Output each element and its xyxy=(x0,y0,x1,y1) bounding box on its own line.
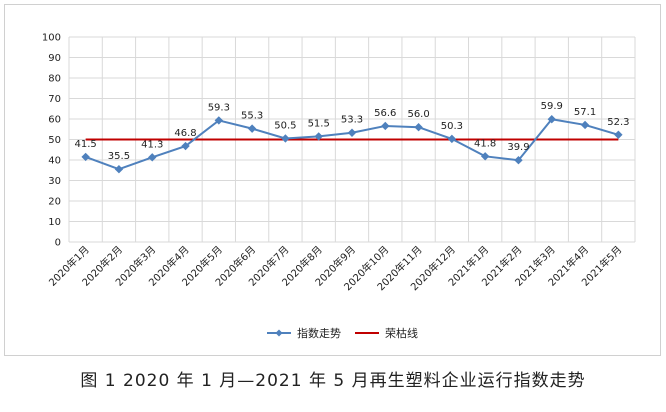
data-label: 41.8 xyxy=(474,138,496,149)
data-point xyxy=(81,152,90,162)
data-point xyxy=(480,152,490,161)
y-tick-label: 50 xyxy=(48,135,61,146)
line-chart: 01020304050607080901002020年1月2020年2月2020… xyxy=(42,33,636,340)
data-label: 41.5 xyxy=(75,139,97,150)
y-tick-label: 40 xyxy=(48,156,61,167)
data-point xyxy=(514,155,523,165)
data-point xyxy=(614,130,623,139)
y-tick-label: 80 xyxy=(48,74,61,85)
data-point xyxy=(214,116,224,125)
data-point xyxy=(281,134,290,143)
data-label: 56.6 xyxy=(374,108,396,119)
data-point xyxy=(414,122,423,132)
data-label: 46.8 xyxy=(174,128,196,139)
y-tick-label: 60 xyxy=(48,115,61,126)
series-line-index xyxy=(85,118,619,171)
data-label: 59.3 xyxy=(208,102,230,113)
data-label: 52.3 xyxy=(607,117,629,128)
data-label: 41.3 xyxy=(141,139,163,150)
data-label: 53.3 xyxy=(341,115,363,126)
data-label: 50.5 xyxy=(274,120,296,131)
data-point xyxy=(148,153,157,162)
data-label: 51.5 xyxy=(308,118,330,129)
y-tick-label: 100 xyxy=(42,33,61,44)
data-point xyxy=(547,114,556,124)
y-tick-label: 10 xyxy=(48,217,61,228)
figure-caption: 图 1 2020 年 1 月—2021 年 5 月再生塑料企业运行指数走势 xyxy=(80,371,586,391)
y-tick-label: 30 xyxy=(48,176,61,187)
y-tick-label: 90 xyxy=(48,53,61,64)
data-label: 39.9 xyxy=(507,142,529,153)
data-point xyxy=(114,165,124,174)
y-tick-label: 70 xyxy=(48,94,61,105)
legend-label-rongkuxian: 荣枯线 xyxy=(385,326,418,340)
data-label: 50.3 xyxy=(441,121,463,132)
data-point xyxy=(381,121,390,131)
data-point xyxy=(247,124,257,133)
data-label: 35.5 xyxy=(108,151,130,162)
data-point xyxy=(347,128,357,137)
data-label: 59.9 xyxy=(541,101,563,112)
y-tick-label: 20 xyxy=(48,197,61,208)
data-label: 55.3 xyxy=(241,111,263,122)
data-point xyxy=(580,120,590,130)
data-label: 56.0 xyxy=(407,109,429,120)
y-tick-label: 0 xyxy=(55,238,61,249)
data-point xyxy=(181,141,190,151)
chart-frame: 0 10 20 30 40 50 60 70 80 90 100 2020年1月 2020年2月 2020… xyxy=(4,4,661,356)
legend-label-index: 指数走势 xyxy=(297,326,341,340)
data-label: 57.1 xyxy=(574,107,596,118)
data-point xyxy=(447,134,457,144)
data-point xyxy=(314,132,323,141)
legend-marker-index xyxy=(275,329,283,337)
